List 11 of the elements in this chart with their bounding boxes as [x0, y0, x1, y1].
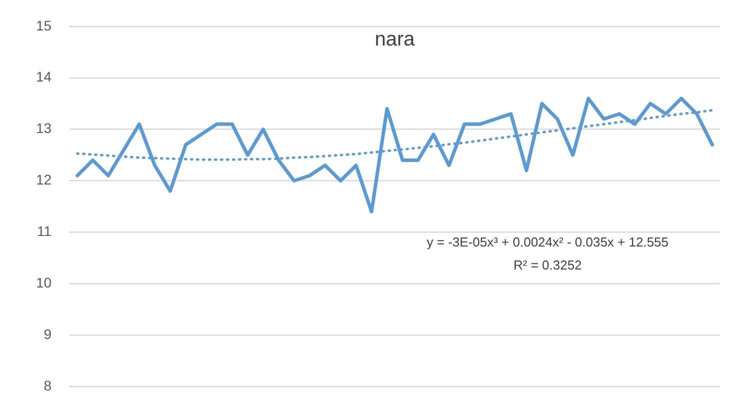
annotation: R² = 0.3252: [513, 258, 582, 273]
y-tick-label: 15: [36, 17, 52, 34]
y-tick-label: 11: [37, 223, 52, 240]
y-tick-label: 14: [36, 68, 52, 85]
y-tick-label: 13: [36, 120, 52, 136]
annotation: y = -3E-05x³ + 0.0024x² - 0.035x + 12.555: [426, 234, 669, 250]
y-tick-label: 9: [44, 326, 52, 342]
chart-title: nara: [374, 28, 416, 51]
y-tick-label: 10: [36, 274, 52, 291]
y-tick-label: 8: [44, 377, 52, 394]
y-tick-label: 12: [36, 172, 52, 188]
